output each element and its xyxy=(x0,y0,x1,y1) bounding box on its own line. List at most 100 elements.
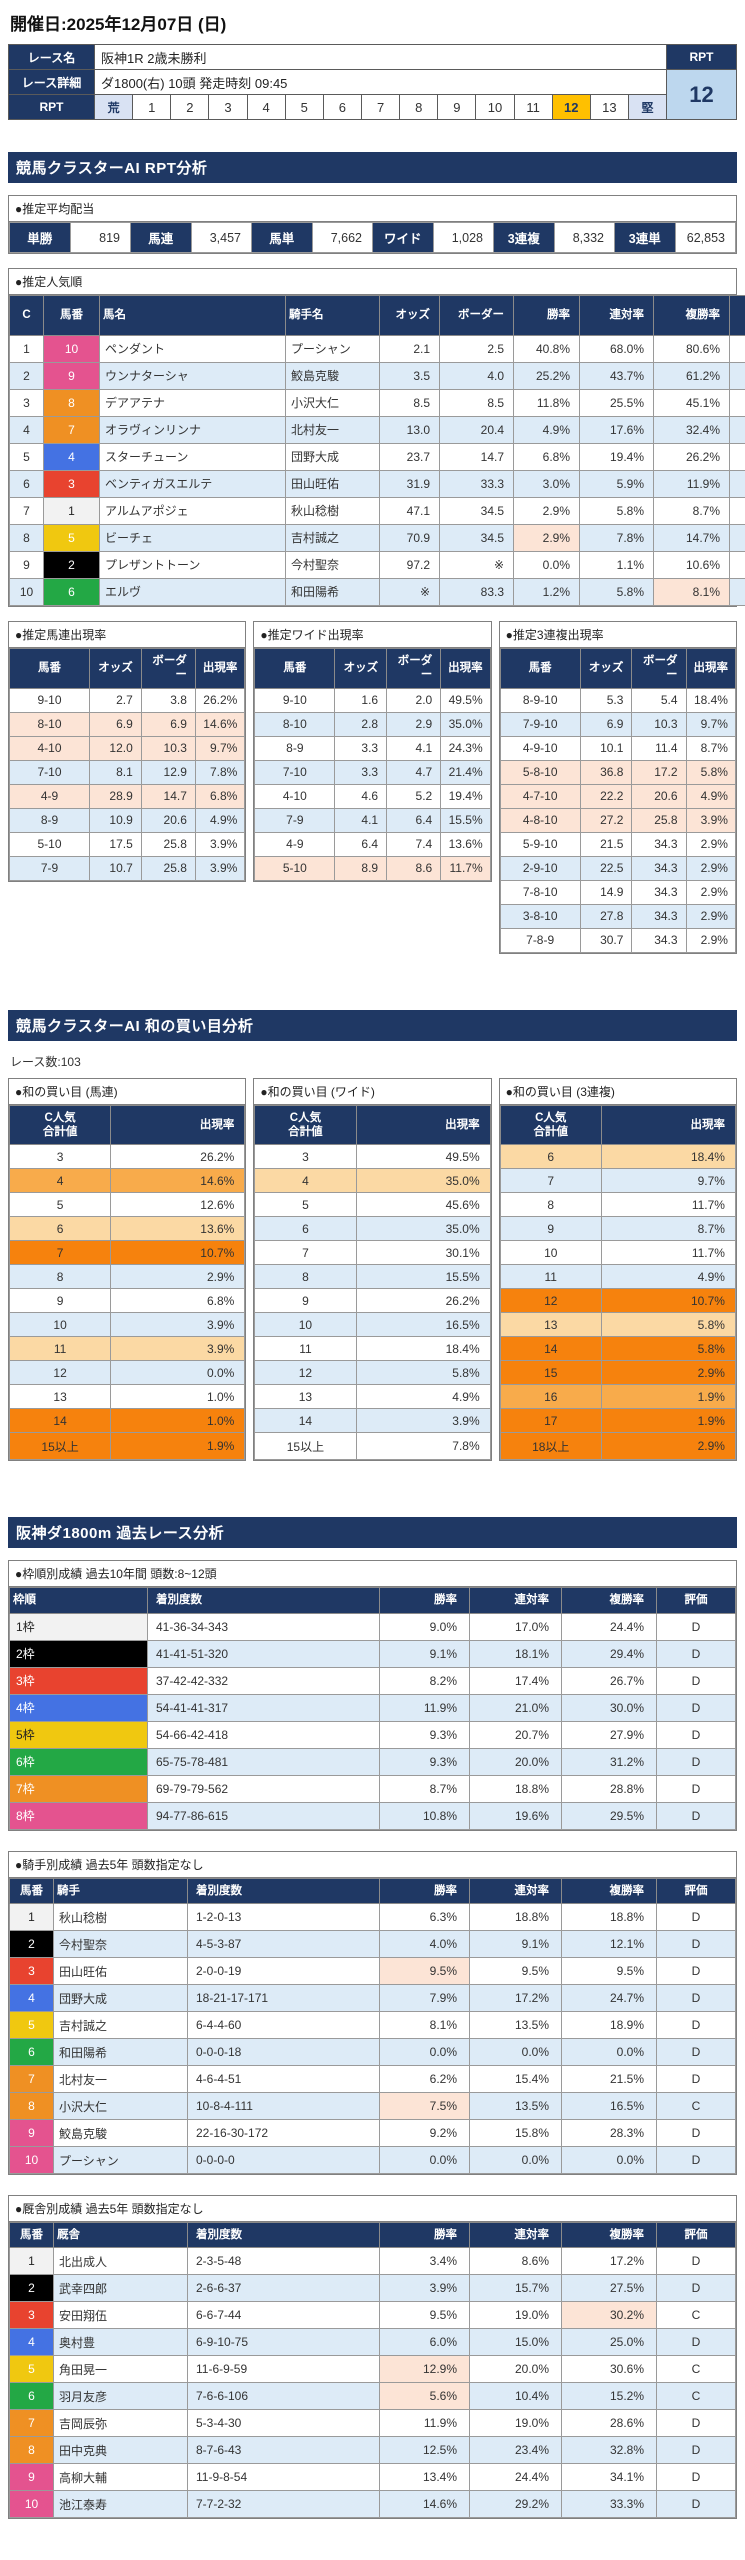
cell: 5.2 xyxy=(386,783,442,809)
cell: 32.4% xyxy=(653,415,730,444)
cell: 10.7% xyxy=(110,1240,246,1266)
cell: 今村聖奈 xyxy=(53,1930,188,1958)
cell: 12.0 xyxy=(89,735,142,761)
cell: 6 xyxy=(254,1216,357,1242)
umaren-box: ●推定馬連出現率 馬番 オッズ ボーダー 出現率 9-10 2.7 3.8 26.2% 8-10… xyxy=(8,620,247,882)
column-header: 着別度数 xyxy=(187,1877,380,1905)
column-header: 馬番 xyxy=(43,295,100,336)
table-row: 11 4.9% xyxy=(499,1264,736,1290)
cell: 6 xyxy=(9,469,44,498)
column-header: 馬番 xyxy=(9,2221,54,2249)
cell: 11 xyxy=(499,1264,602,1290)
cell: 10.1 xyxy=(579,735,633,761)
cell: D xyxy=(656,2328,736,2357)
cell: 2.0 xyxy=(386,687,442,713)
cell: 2.5 xyxy=(439,334,514,363)
table-row: 7-8-9 30.7 34.3 2.9% xyxy=(499,927,736,953)
waku-stats-table: 枠順 着別度数 勝率 連対率 複勝率 評価 1枠 41-36-34-343 9.0% 17.0% 2… xyxy=(9,1587,736,1830)
cell: 3.4% xyxy=(379,2247,470,2276)
cell: 12.9% xyxy=(379,2355,470,2384)
column-header: 連対率 xyxy=(579,295,654,336)
cell: 9.0% xyxy=(379,1612,470,1641)
header-row: C馬番馬名騎手名オッズボーダー勝率連対率複勝率AI評価 xyxy=(9,295,745,336)
table-row: 10 3.9% xyxy=(8,1312,246,1338)
cell: 9.7% xyxy=(600,1168,736,1194)
cell: 奥村豊 xyxy=(53,2328,188,2357)
column-header: 評価 xyxy=(656,2221,736,2249)
payout-value: 1,028 xyxy=(432,222,494,253)
table-row: 2 武幸四郎 2-6-6-37 3.9% 15.7% 27.5% D xyxy=(9,2274,736,2303)
cell: 2.8 xyxy=(334,711,388,737)
cell: 10 xyxy=(9,2146,54,2174)
cell: D xyxy=(656,1774,736,1803)
cell: 9.5% xyxy=(379,2301,470,2330)
table-row: 8 15.5% xyxy=(254,1264,491,1290)
cell: 4枠 xyxy=(9,1693,148,1722)
cell: 18.8% xyxy=(469,1774,562,1803)
cell: 3 xyxy=(9,388,44,417)
cell: 9 xyxy=(43,361,100,390)
cell: 5.8% xyxy=(579,577,654,606)
cell: 5.9% xyxy=(579,469,654,498)
cell: D xyxy=(656,2436,736,2465)
column-header: C人気 合計値 xyxy=(254,1104,357,1146)
cell: 3.9% xyxy=(685,807,736,833)
cell: プーシャン xyxy=(285,334,380,363)
cell: 37-42-42-332 xyxy=(147,1666,380,1695)
popularity-box: ●推定人気順 C馬番馬名騎手名オッズボーダー勝率連対率複勝率AI評価110ペンダ… xyxy=(8,268,745,607)
table-row: 14 5.8% xyxy=(499,1336,736,1362)
wa-umaren-title: ●和の買い目 (馬連) xyxy=(9,1078,246,1105)
payout-value: 8,332 xyxy=(553,222,615,253)
payout-value: 3,457 xyxy=(190,222,252,253)
table-row: 5-10 8.9 8.6 11.7% xyxy=(254,855,491,881)
column-header: 出現率 xyxy=(600,1104,736,1146)
waku-stats-title: ●枠順別成績 過去10年間 頭数:8~12頭 xyxy=(9,1561,736,1588)
cell: 7-7-2-32 xyxy=(187,2490,380,2519)
cell: 29.2% xyxy=(469,2490,562,2519)
rpt-scale-cell: 4 xyxy=(247,95,286,119)
cell: 6.8% xyxy=(194,783,246,809)
cell: 20.4 xyxy=(439,415,514,444)
cell: 12.1% xyxy=(561,1930,657,1958)
cell: 6 xyxy=(43,577,100,606)
rpt-header: RPT xyxy=(666,44,737,70)
cell: 3.3 xyxy=(334,759,388,785)
cell: 10 xyxy=(499,1240,602,1266)
stable-stats-table: 馬番 厩舎 着別度数 勝率 連対率 複勝率 評価 1 北出成人 2-3-5-48 3.4% 8.6% 1… xyxy=(9,2221,736,2519)
wide-title: ●推定ワイド出現率 xyxy=(254,621,491,648)
wa-sanrenpuku-box: ●和の買い目 (3連複) C人気 合計値 出現率 6 18.4% 7 9.7% 8 11.7%… xyxy=(498,1077,737,1462)
cell: 17 xyxy=(499,1408,602,1434)
cell: 14.7 xyxy=(140,783,196,809)
cell: - xyxy=(729,550,745,579)
cell: 7-8-10 xyxy=(499,879,581,905)
sanrenpuku-table: 馬番 オッズ ボーダー 出現率 8-9-10 5.3 5.4 18.4% 7-9-10 6.9 10… xyxy=(499,647,736,953)
cell: 5 xyxy=(9,2011,54,2039)
cell: アルムアポジェ xyxy=(99,496,286,525)
cell: 13.0 xyxy=(379,415,440,444)
cell: 8.5 xyxy=(439,388,514,417)
column-header: C人気 合計値 xyxy=(499,1104,602,1146)
payout-label: 馬単 xyxy=(251,222,313,253)
cell: 19.6% xyxy=(469,1801,562,1830)
cell: 24.3% xyxy=(440,735,491,761)
cell: 22.2 xyxy=(579,783,633,809)
cell: 4-9 xyxy=(254,831,336,857)
cell: 北出成人 xyxy=(53,2247,188,2276)
cell: 13 xyxy=(254,1384,357,1410)
cell: 4.9% xyxy=(600,1264,736,1290)
table-row: レース詳細 ダ1800(右) 10頭 発走時刻 09:45 12 xyxy=(8,69,737,120)
column-header: 厩舎 xyxy=(53,2221,188,2249)
table-row: 8 田中克典 8-7-6-43 12.5% 23.4% 32.8% D xyxy=(9,2436,736,2465)
cell: 11-9-8-54 xyxy=(187,2463,380,2492)
table-row: 16 1.9% xyxy=(499,1384,736,1410)
cell: 15 xyxy=(499,1360,602,1386)
cell: 25.8 xyxy=(140,831,196,857)
cell: 10 xyxy=(9,2490,54,2519)
column-header: 着別度数 xyxy=(187,2221,380,2249)
sanrenpuku-title: ●推定3連複出現率 xyxy=(499,621,736,648)
table-row: 10 池江泰寿 7-7-2-32 14.6% 29.2% 33.3% D xyxy=(9,2490,736,2519)
column-header: 枠順 xyxy=(9,1587,148,1614)
cell: 9.7% xyxy=(194,735,246,761)
race-detail-label: レース詳細 xyxy=(8,69,95,95)
